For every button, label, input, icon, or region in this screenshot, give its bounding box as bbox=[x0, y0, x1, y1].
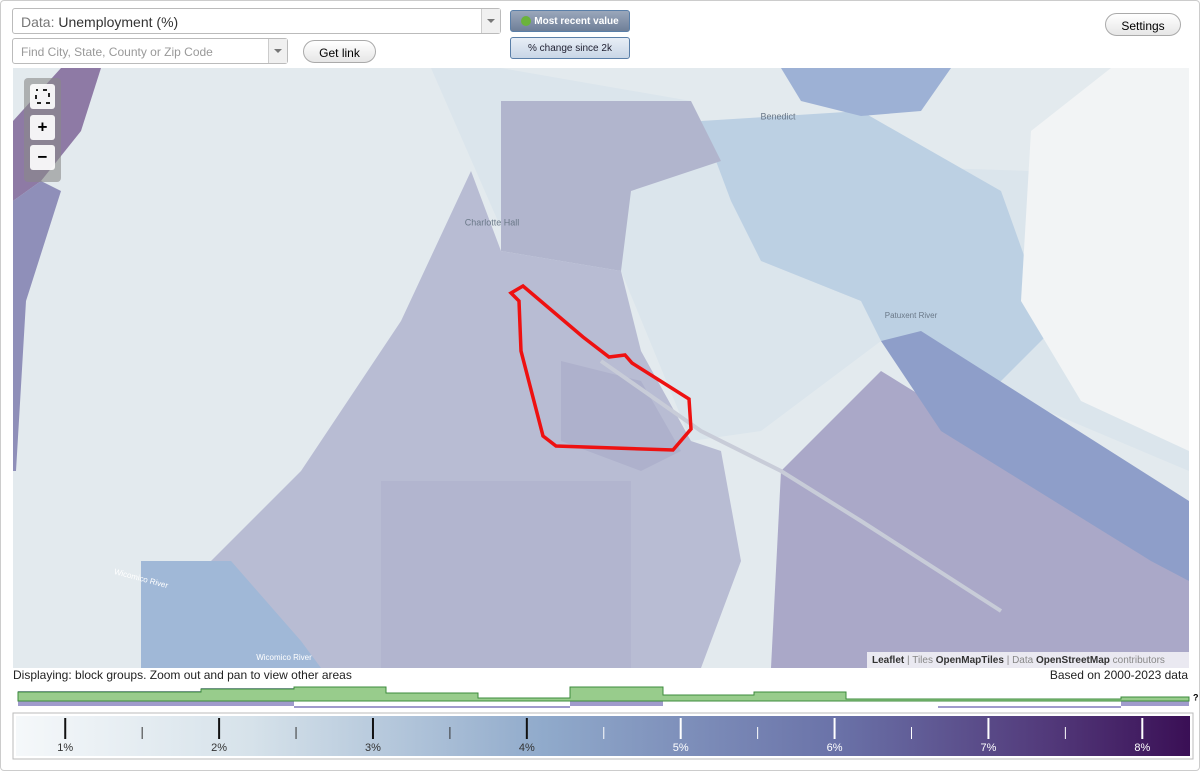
legend-tick-label: 2% bbox=[211, 742, 227, 754]
legend-tick-label: 3% bbox=[365, 742, 381, 754]
dropdown-arrow bbox=[268, 39, 287, 63]
most-recent-label: Most recent value bbox=[534, 16, 619, 27]
attribution-link[interactable]: OpenStreetMap bbox=[1036, 655, 1110, 666]
selected-area-outline[interactable] bbox=[508, 283, 693, 452]
water-label: Patuxent River bbox=[885, 311, 938, 320]
legend-tick-label: 7% bbox=[980, 742, 996, 754]
status-text: Displaying: block groups. Zoom out and p… bbox=[13, 668, 352, 682]
get-link-button[interactable]: Get link bbox=[303, 40, 376, 63]
search-box[interactable]: Find City, State, County or Zip Code bbox=[12, 38, 288, 64]
data-select[interactable]: Data: Unemployment (%) bbox=[12, 8, 501, 34]
most-recent-toggle[interactable]: Most recent value bbox=[510, 10, 630, 32]
data-range-text: Based on 2000-2023 data bbox=[1050, 668, 1188, 682]
data-value: Unemployment (%) bbox=[58, 14, 179, 30]
search-placeholder: Find City, State, County or Zip Code bbox=[21, 45, 213, 59]
color-scale bbox=[16, 716, 1190, 756]
zoom-out-button[interactable] bbox=[30, 145, 55, 170]
water-label: Wicomico River bbox=[256, 653, 312, 662]
legend-tick-label: 8% bbox=[1134, 742, 1150, 754]
zoom-out-label: − bbox=[38, 147, 48, 166]
attribution-text: contributors bbox=[1113, 655, 1165, 666]
place-label: Benedict bbox=[760, 111, 796, 121]
legend-tick-label: 1% bbox=[57, 742, 73, 754]
attribution-link[interactable]: Leaflet bbox=[872, 655, 905, 666]
settings-button[interactable]: Settings bbox=[1105, 13, 1181, 36]
fit-button[interactable] bbox=[30, 84, 55, 109]
legend-tick-label: 4% bbox=[519, 742, 535, 754]
dropdown-arrow bbox=[481, 9, 500, 33]
attribution: Leaflet | Tiles OpenMapTiles | Data Open… bbox=[872, 655, 1165, 666]
attribution-text: | Data bbox=[1007, 655, 1034, 666]
attribution-link[interactable]: OpenMapTiles bbox=[936, 655, 1005, 666]
place-label: Charlotte Hall bbox=[465, 217, 520, 227]
legend-tick-label: 5% bbox=[673, 742, 689, 754]
legend-tick-label: 6% bbox=[827, 742, 843, 754]
distribution-histogram: ? bbox=[17, 686, 1199, 708]
check-icon bbox=[521, 16, 532, 27]
zoom-in-button[interactable] bbox=[30, 115, 55, 140]
legend: 1% 2% 3% 4% 5% 6% 7% 8% bbox=[12, 712, 1194, 760]
help-icon[interactable]: ? bbox=[1193, 692, 1199, 702]
attribution-text: | Tiles bbox=[907, 655, 933, 666]
map[interactable]: Benedict Charlotte Hall Patuxent River W… bbox=[13, 68, 1189, 668]
zoom-in-label: + bbox=[38, 117, 48, 136]
zoom-control: + − bbox=[24, 78, 61, 182]
pct-change-toggle[interactable]: % change since 2k bbox=[510, 37, 630, 59]
data-label: Data: bbox=[21, 14, 55, 30]
